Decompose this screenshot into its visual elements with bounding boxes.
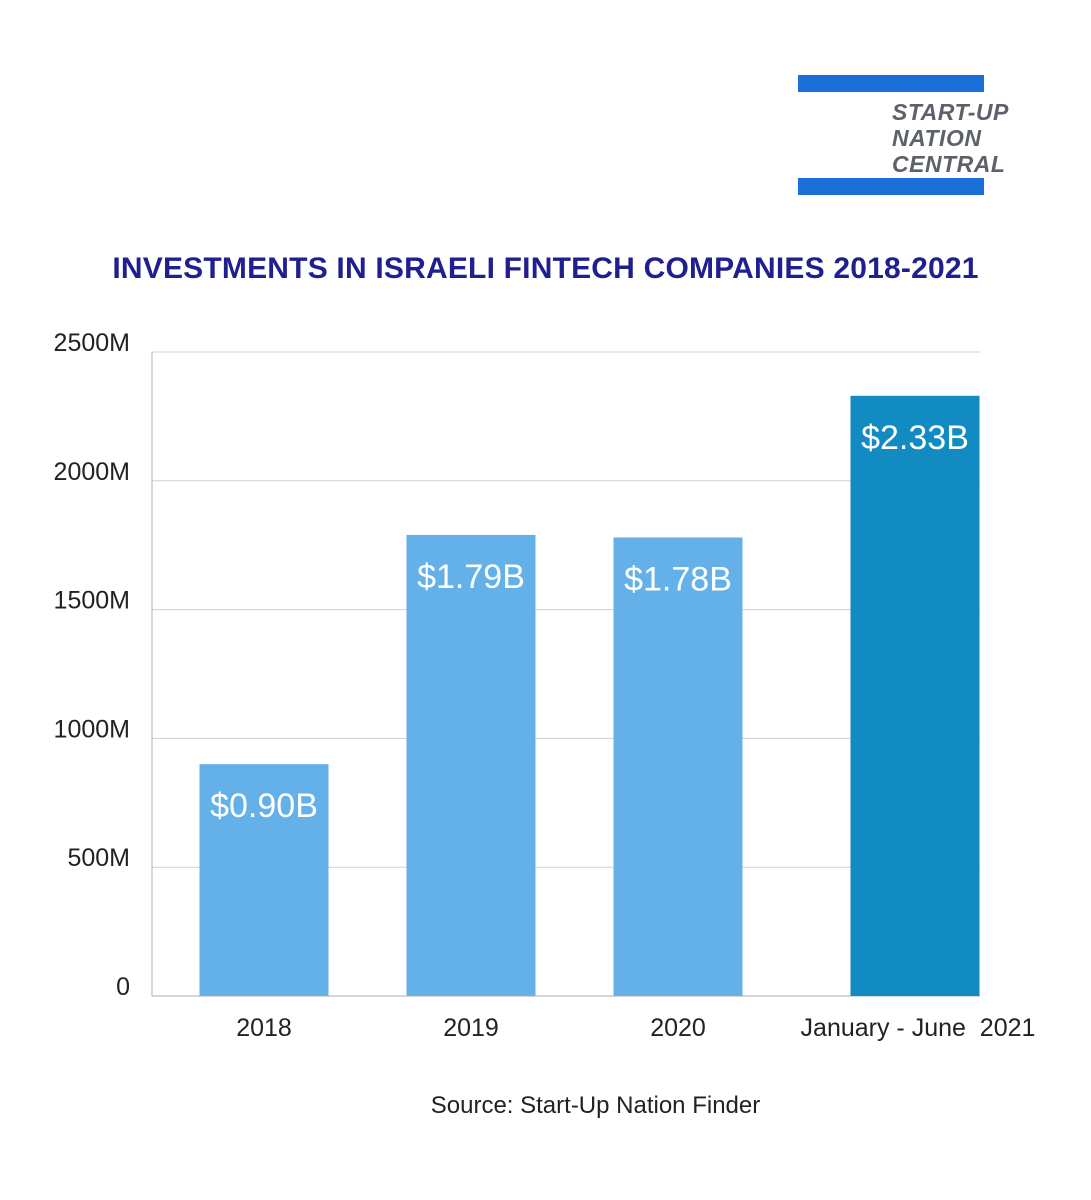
bar-data-label: $1.78B bbox=[624, 560, 732, 598]
y-tick-label: 1500M bbox=[54, 587, 130, 615]
bar bbox=[199, 764, 329, 996]
y-tick-label: 0 bbox=[116, 973, 130, 1001]
bar-data-label: $1.79B bbox=[417, 558, 525, 596]
logo-wordmark: START-UP NATION CENTRAL bbox=[892, 99, 1052, 177]
bar-data-label: $2.33B bbox=[861, 419, 969, 457]
y-tick-label: 1000M bbox=[54, 715, 130, 743]
y-tick-label: 500M bbox=[67, 844, 130, 872]
logo-bottom-bar bbox=[798, 178, 984, 195]
y-tick-label: 2500M bbox=[54, 329, 130, 357]
bar bbox=[613, 537, 743, 996]
chart-title: INVESTMENTS IN ISRAELI FINTECH COMPANIES… bbox=[112, 252, 979, 285]
bar bbox=[850, 395, 980, 996]
x-tick-label: 2018 bbox=[236, 1014, 292, 1042]
x-tick-label: 2020 bbox=[650, 1014, 706, 1042]
source-note: Source: Start-Up Nation Finder bbox=[430, 1092, 761, 1119]
x-tick-label: January - June 2021 bbox=[801, 1014, 1036, 1042]
y-tick-label: 2000M bbox=[54, 458, 130, 486]
logo-line-1: START-UP bbox=[892, 99, 1009, 125]
start-up-nation-central-logo: START-UP NATION CENTRAL bbox=[798, 75, 1043, 195]
bar-data-label: $0.90B bbox=[210, 787, 318, 825]
bar bbox=[406, 534, 536, 996]
logo-line-2: NATION bbox=[892, 125, 982, 151]
logo-line-3: CENTRAL bbox=[892, 151, 1006, 177]
x-tick-label: 2019 bbox=[443, 1014, 499, 1042]
logo-top-bar bbox=[798, 75, 984, 92]
